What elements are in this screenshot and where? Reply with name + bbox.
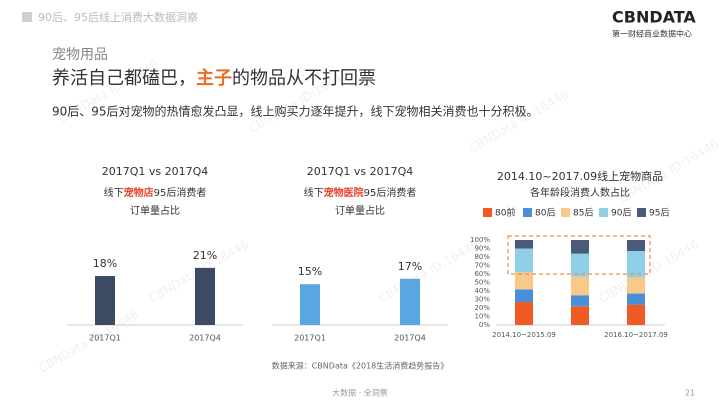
chart-subtitle: 订单量占比 <box>335 204 385 217</box>
chart-title: 2014.10~2017.09线上宠物商品 <box>497 169 663 183</box>
bar-segment <box>515 248 533 273</box>
legend-swatch <box>483 208 492 217</box>
source: 数据来源：CBNData《2018生活消费趋势报告》 <box>272 361 449 371</box>
chart-title: 2017Q1 vs 2017Q4 <box>102 165 209 178</box>
y-tick-label: 10% <box>474 313 490 321</box>
y-tick-label: 20% <box>474 304 490 312</box>
legend-label: 90后 <box>611 208 631 219</box>
chart-subtitle: 各年龄段消费人数占比 <box>530 186 630 199</box>
header-square <box>22 12 32 22</box>
y-tick-label: 60% <box>474 270 490 278</box>
bar-segment <box>571 276 589 296</box>
legend-label: 80前 <box>495 207 515 219</box>
x-tick-label: 2017Q1 <box>294 334 326 343</box>
legend-swatch <box>599 208 608 217</box>
x-tick-label: 2017Q1 <box>89 334 121 343</box>
y-tick-label: 80% <box>474 253 490 261</box>
value-label: 21% <box>193 249 217 262</box>
legend-label: 95后 <box>649 208 669 219</box>
bar <box>300 284 320 325</box>
bar-segment <box>627 251 645 278</box>
value-label: 18% <box>93 257 117 270</box>
value-label: 15% <box>298 265 322 278</box>
bar-segment <box>515 289 533 303</box>
subtitle-part: 线下 <box>104 186 124 199</box>
x-tick-label: 2017Q4 <box>189 334 221 343</box>
y-tick-label: 70% <box>474 262 490 270</box>
chart-subtitle: 订单量占比 <box>130 204 180 217</box>
kicker: 宠物用品 <box>52 47 108 63</box>
y-tick-label: 30% <box>474 296 490 304</box>
logo: CBNDATA <box>612 8 696 27</box>
bar-segment <box>571 306 589 325</box>
value-label: 17% <box>398 260 422 273</box>
subtitle-part: 95后消费者 <box>154 186 207 199</box>
y-tick-label: 40% <box>474 287 490 295</box>
bar-segment <box>515 240 533 249</box>
chart-subtitle: 线下宠物店95后消费者 <box>104 186 207 199</box>
title-part: 的物品从不打回票 <box>232 68 376 89</box>
title-highlight: 主子 <box>196 67 232 89</box>
chart-subtitle: 线下宠物医院95后消费者 <box>304 186 417 199</box>
bar-segment <box>571 240 589 254</box>
subtitle-part: 线下 <box>304 186 324 199</box>
legend-swatch <box>561 208 570 217</box>
bar <box>400 278 420 325</box>
subtitle-part: 宠物店 <box>124 186 154 199</box>
section-title: 90后、95后线上消费大数据洞察 <box>38 10 198 24</box>
bar-segment <box>515 302 533 325</box>
legend-label: 85后 <box>573 208 593 219</box>
title-part: 养活自己都磕巴， <box>52 68 196 89</box>
page-number: 21 <box>685 389 695 398</box>
bar-segment <box>627 240 645 252</box>
x-tick-label: 2016.10~2017.09 <box>604 331 668 339</box>
body-text: 90后、95后对宠物的热情愈发凸显，线上购买力逐年提升，线下宠物相关消费也十分积… <box>52 104 539 119</box>
bar-segment <box>627 293 645 305</box>
bar-segment <box>627 277 645 294</box>
highlight-box <box>507 235 651 275</box>
y-tick-label: 50% <box>474 279 490 287</box>
bar <box>95 276 115 325</box>
chart-title: 2017Q1 vs 2017Q4 <box>307 165 414 178</box>
subtitle-part: 宠物医院 <box>324 186 364 199</box>
legend-label: 80后 <box>535 208 555 219</box>
tagline: 大数据 · 全洞察 <box>332 388 388 398</box>
slide-title: 养活自己都磕巴，主子的物品从不打回票 <box>52 67 376 89</box>
bar <box>195 267 215 325</box>
logo-sub: 第一财经商业数据中心 <box>612 29 692 39</box>
y-tick-label: 0% <box>479 321 490 329</box>
bar-segment <box>515 272 533 290</box>
x-tick-label: 2014.10~2015.09 <box>492 331 556 339</box>
bar-segment <box>571 295 589 307</box>
y-tick-label: 100% <box>470 236 490 244</box>
legend-swatch <box>523 208 532 217</box>
x-tick-label: 2017Q4 <box>394 334 426 343</box>
subtitle-part: 95后消费者 <box>364 186 417 199</box>
legend-swatch <box>637 208 646 217</box>
y-tick-label: 90% <box>474 245 490 253</box>
bar-segment <box>627 304 645 325</box>
bar-segment <box>571 253 589 277</box>
